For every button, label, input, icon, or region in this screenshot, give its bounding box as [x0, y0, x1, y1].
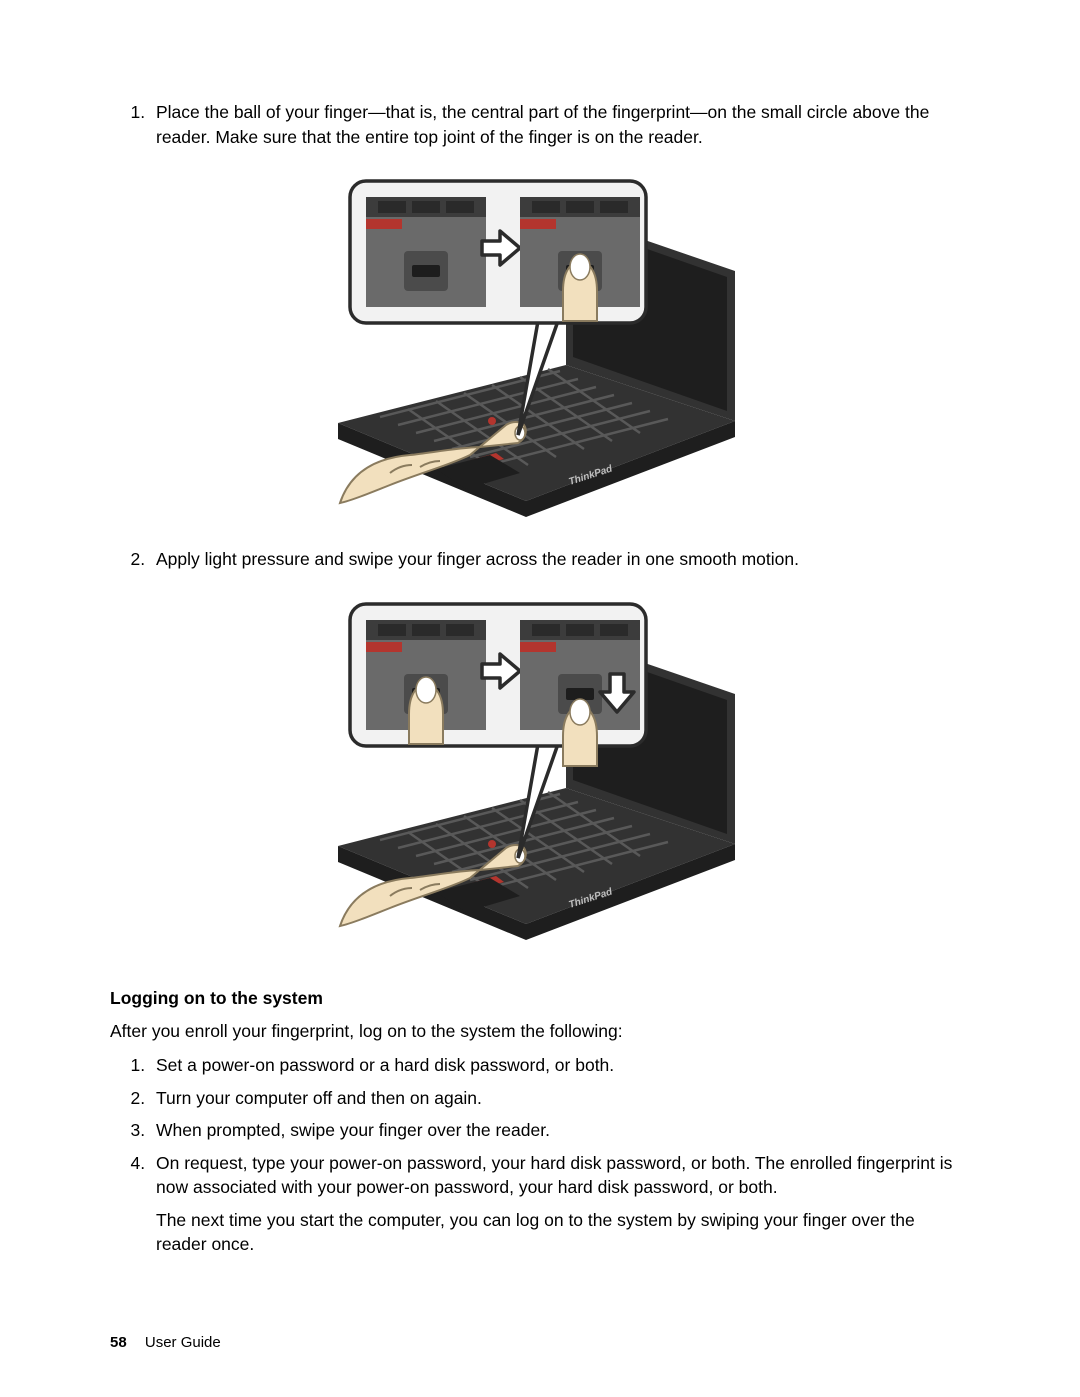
page-footer: 58 User Guide	[110, 1334, 221, 1351]
enroll-steps-list: Place the ball of your finger—that is, t…	[110, 100, 970, 149]
enroll-step-1: Place the ball of your finger—that is, t…	[150, 100, 970, 149]
logon-steps-list: Set a power-on password or a hard disk p…	[110, 1053, 970, 1200]
logon-step-2: Turn your computer off and then on again…	[150, 1086, 970, 1111]
figure-swipe-finger	[110, 596, 970, 946]
page-number: 58	[110, 1334, 127, 1351]
after-text: The next time you start the computer, yo…	[156, 1208, 970, 1257]
section-intro: After you enroll your fingerprint, log o…	[110, 1019, 970, 1044]
enroll-step-2: Apply light pressure and swipe your fing…	[150, 547, 970, 572]
logon-step-3: When prompted, swipe your finger over th…	[150, 1118, 970, 1143]
logon-step-4: On request, type your power-on password,…	[150, 1151, 970, 1200]
section-heading: Logging on to the system	[110, 988, 970, 1009]
document-page: Place the ball of your finger—that is, t…	[0, 0, 1080, 1397]
enroll-steps-list-cont: Apply light pressure and swipe your fing…	[110, 547, 970, 572]
book-title: User Guide	[145, 1334, 221, 1351]
figure-place-finger	[110, 173, 970, 523]
logon-step-1: Set a power-on password or a hard disk p…	[150, 1053, 970, 1078]
